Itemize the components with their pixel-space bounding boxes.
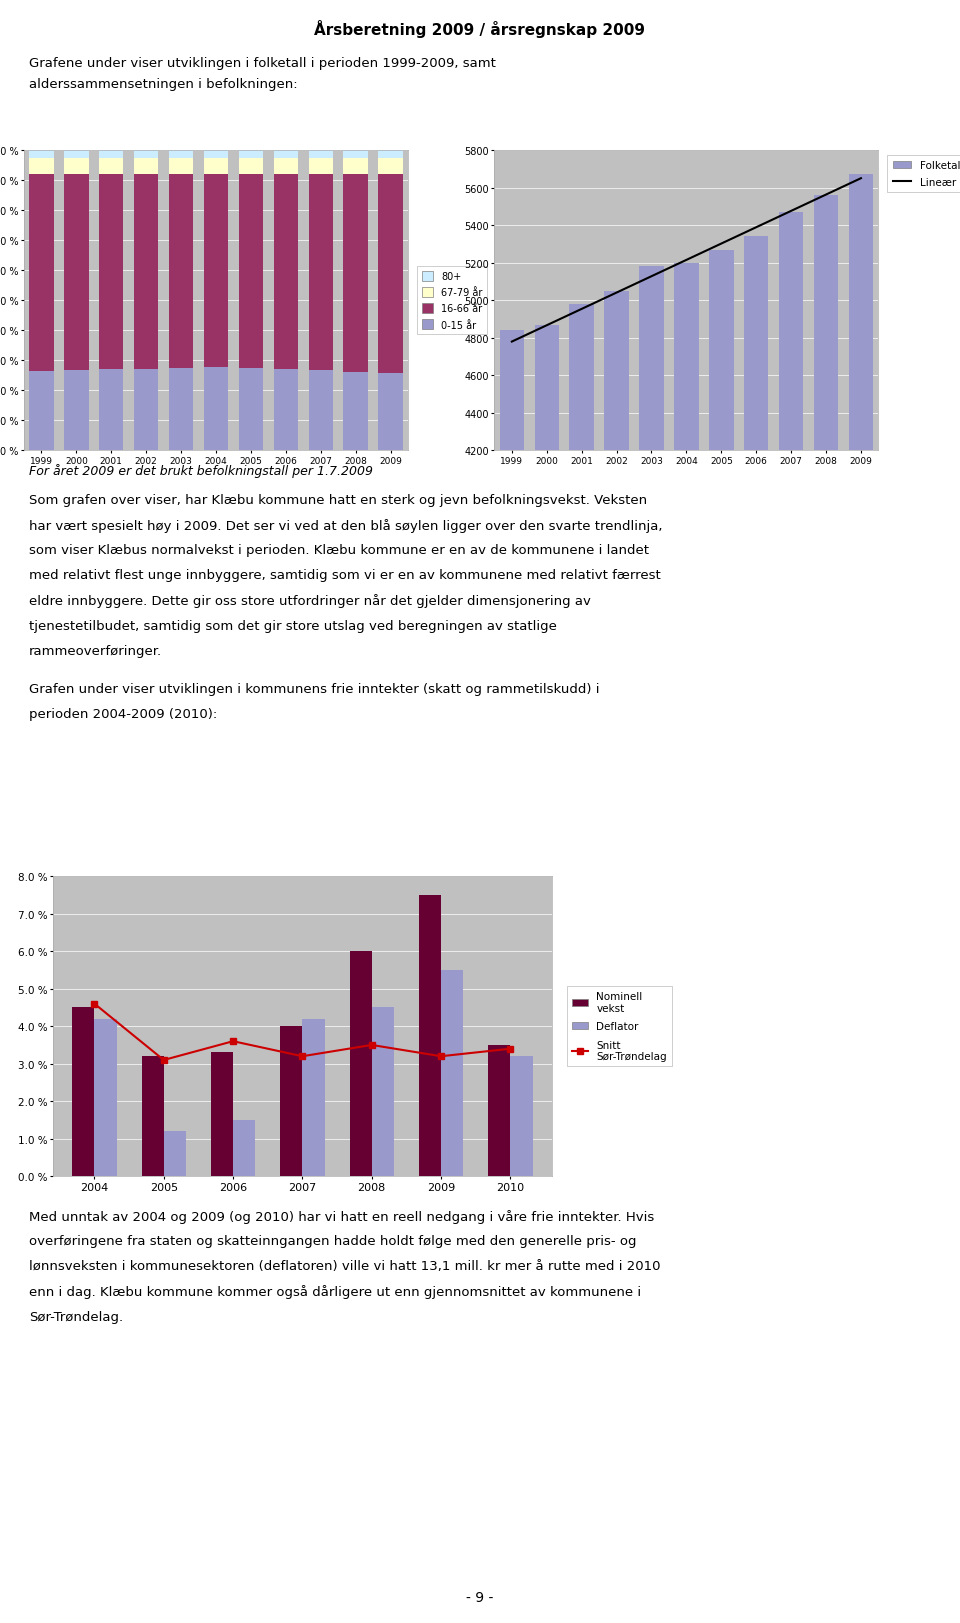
Bar xyxy=(511,1057,533,1177)
Bar xyxy=(141,1057,164,1177)
Bar xyxy=(419,896,441,1177)
Bar xyxy=(134,370,158,451)
Bar xyxy=(164,1131,186,1177)
Text: Grafen under viser utviklingen i kommunens frie inntekter (skatt og rammetilskud: Grafen under viser utviklingen i kommune… xyxy=(29,683,599,696)
Bar xyxy=(344,151,368,159)
Text: overføringene fra staten og skatteinngangen hadde holdt følge med den generelle : overføringene fra staten og skatteinngan… xyxy=(29,1233,636,1248)
Text: alderssammensetningen i befolkningen:: alderssammensetningen i befolkningen: xyxy=(29,78,298,91)
Bar xyxy=(99,151,124,159)
Bar xyxy=(169,151,193,159)
Text: - 9 -: - 9 - xyxy=(467,1589,493,1604)
Bar xyxy=(308,370,333,451)
Text: Årsberetning 2009 / årsregnskap 2009: Årsberetning 2009 / årsregnskap 2009 xyxy=(315,19,645,39)
Bar xyxy=(169,159,193,175)
Text: lønnsveksten i kommunesektoren (deflatoren) ville vi hatt 13,1 mill. kr mer å ru: lønnsveksten i kommunesektoren (deflator… xyxy=(29,1259,660,1272)
Bar xyxy=(169,368,193,451)
Bar xyxy=(239,368,263,451)
Legend: Folketall, Lineær (Folketall): Folketall, Lineær (Folketall) xyxy=(887,156,960,193)
Text: har vært spesielt høy i 2009. Det ser vi ved at den blå søylen ligger over den s: har vært spesielt høy i 2009. Det ser vi… xyxy=(29,519,662,532)
Bar xyxy=(535,326,559,451)
Bar xyxy=(29,175,54,372)
Bar xyxy=(674,263,699,451)
Bar xyxy=(849,175,874,451)
Bar xyxy=(274,159,298,175)
Bar xyxy=(274,151,298,159)
Bar xyxy=(779,213,804,451)
Bar xyxy=(372,1008,394,1177)
Bar xyxy=(489,1045,511,1177)
Bar xyxy=(308,159,333,175)
Bar xyxy=(378,373,403,451)
Bar xyxy=(99,175,124,370)
Bar xyxy=(814,196,838,451)
Bar xyxy=(349,951,372,1177)
Bar xyxy=(204,368,228,451)
Bar xyxy=(441,971,464,1177)
Bar xyxy=(302,1019,324,1177)
Text: rammeoverføringer.: rammeoverføringer. xyxy=(29,644,162,657)
Bar xyxy=(134,175,158,370)
Text: enn i dag. Klæbu kommune kommer også dårligere ut enn gjennomsnittet av kommunen: enn i dag. Klæbu kommune kommer også dår… xyxy=(29,1285,641,1298)
Bar xyxy=(94,1019,116,1177)
Bar xyxy=(239,175,263,368)
Text: Grafene under viser utviklingen i folketall i perioden 1999-2009, samt: Grafene under viser utviklingen i folket… xyxy=(29,57,495,70)
Bar xyxy=(99,370,124,451)
Bar xyxy=(274,370,298,451)
Text: tjenestetilbudet, samtidig som det gir store utslag ved beregningen av statlige: tjenestetilbudet, samtidig som det gir s… xyxy=(29,620,557,633)
Bar xyxy=(204,151,228,159)
Bar xyxy=(29,372,54,451)
Bar xyxy=(239,151,263,159)
Bar xyxy=(308,175,333,370)
Bar xyxy=(204,159,228,175)
Bar xyxy=(99,159,124,175)
Bar xyxy=(744,237,768,451)
Bar xyxy=(280,1026,302,1177)
Bar xyxy=(605,292,629,451)
Bar xyxy=(169,175,193,368)
Bar xyxy=(239,159,263,175)
Bar xyxy=(134,151,158,159)
Bar xyxy=(211,1053,233,1177)
Bar xyxy=(64,370,88,451)
Bar xyxy=(64,151,88,159)
Bar xyxy=(709,250,733,451)
Bar xyxy=(204,175,228,368)
Bar xyxy=(134,159,158,175)
Text: Som grafen over viser, har Klæbu kommune hatt en sterk og jevn befolkningsvekst.: Som grafen over viser, har Klæbu kommune… xyxy=(29,493,647,506)
Bar xyxy=(64,159,88,175)
Bar xyxy=(344,175,368,373)
Text: perioden 2004-2009 (2010):: perioden 2004-2009 (2010): xyxy=(29,708,217,721)
Text: som viser Klæbus normalvekst i perioden. Klæbu kommune er en av de kommunene i l: som viser Klæbus normalvekst i perioden.… xyxy=(29,544,649,557)
Text: med relativt flest unge innbyggere, samtidig som vi er en av kommunene med relat: med relativt flest unge innbyggere, samt… xyxy=(29,570,660,583)
Bar xyxy=(344,159,368,175)
Bar xyxy=(308,151,333,159)
Bar xyxy=(378,175,403,373)
Text: Med unntak av 2004 og 2009 (og 2010) har vi hatt en reell nedgang i våre frie in: Med unntak av 2004 og 2009 (og 2010) har… xyxy=(29,1209,654,1224)
Legend: 80+, 67-79 år, 16-66 år, 0-15 år: 80+, 67-79 år, 16-66 år, 0-15 år xyxy=(417,266,488,336)
Bar xyxy=(29,151,54,159)
Bar xyxy=(344,373,368,451)
Text: eldre innbyggere. Dette gir oss store utfordringer når det gjelder dimensjonerin: eldre innbyggere. Dette gir oss store ut… xyxy=(29,594,590,609)
Text: Sør-Trøndelag.: Sør-Trøndelag. xyxy=(29,1310,123,1323)
Bar xyxy=(64,175,88,370)
Bar xyxy=(72,1008,94,1177)
Bar xyxy=(29,159,54,175)
Bar xyxy=(378,159,403,175)
Bar xyxy=(233,1120,255,1177)
Bar xyxy=(378,151,403,159)
Bar xyxy=(274,175,298,370)
Bar xyxy=(639,268,663,451)
Bar xyxy=(569,305,594,451)
Bar xyxy=(499,331,524,451)
Text: For året 2009 er det brukt befolkningstall per 1.7.2009: For året 2009 er det brukt befolkningsta… xyxy=(29,464,372,479)
Legend: Nominell
vekst, Deflator, Snitt
Sør-Trøndelag: Nominell vekst, Deflator, Snitt Sør-Trøn… xyxy=(567,987,672,1066)
